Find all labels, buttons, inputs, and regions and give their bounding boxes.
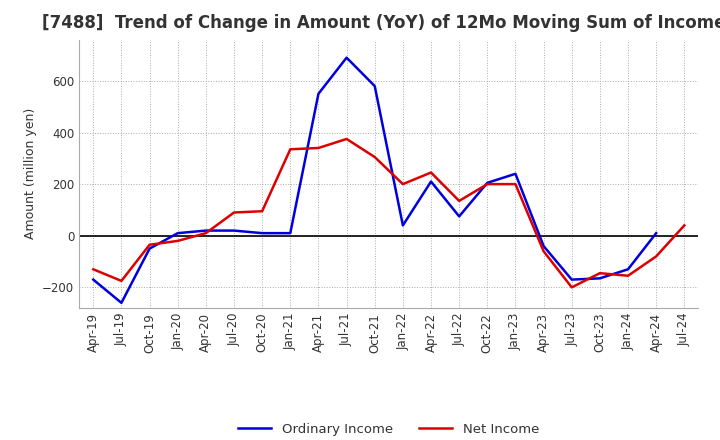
Net Income xyxy=(286,147,294,152)
Legend: Ordinary Income, Net Income: Ordinary Income, Net Income xyxy=(233,418,544,440)
Net Income xyxy=(652,254,660,259)
Net Income xyxy=(89,267,98,272)
Ordinary Income xyxy=(286,231,294,236)
Ordinary Income xyxy=(342,55,351,60)
Y-axis label: Amount (million yen): Amount (million yen) xyxy=(24,108,37,239)
Title: [7488]  Trend of Change in Amount (YoY) of 12Mo Moving Sum of Incomes: [7488] Trend of Change in Amount (YoY) o… xyxy=(42,15,720,33)
Ordinary Income xyxy=(539,243,548,249)
Ordinary Income xyxy=(652,231,660,236)
Ordinary Income xyxy=(314,91,323,96)
Ordinary Income xyxy=(370,84,379,89)
Net Income xyxy=(399,181,408,187)
Net Income xyxy=(117,278,126,283)
Net Income xyxy=(680,223,688,228)
Ordinary Income xyxy=(455,214,464,219)
Net Income xyxy=(370,154,379,160)
Ordinary Income xyxy=(145,246,154,251)
Net Income xyxy=(455,198,464,204)
Ordinary Income xyxy=(511,171,520,176)
Ordinary Income xyxy=(202,228,210,233)
Net Income xyxy=(511,181,520,187)
Net Income xyxy=(624,273,632,279)
Ordinary Income xyxy=(427,179,436,184)
Net Income xyxy=(174,238,182,244)
Net Income xyxy=(314,145,323,150)
Net Income xyxy=(342,136,351,142)
Net Income xyxy=(230,210,238,215)
Net Income xyxy=(145,242,154,247)
Net Income xyxy=(567,285,576,290)
Line: Ordinary Income: Ordinary Income xyxy=(94,58,656,303)
Line: Net Income: Net Income xyxy=(94,139,684,287)
Net Income xyxy=(539,249,548,254)
Ordinary Income xyxy=(567,277,576,282)
Net Income xyxy=(483,181,492,187)
Ordinary Income xyxy=(483,180,492,186)
Ordinary Income xyxy=(258,231,266,236)
Net Income xyxy=(427,170,436,175)
Ordinary Income xyxy=(174,231,182,236)
Ordinary Income xyxy=(624,267,632,272)
Net Income xyxy=(202,231,210,236)
Ordinary Income xyxy=(230,228,238,233)
Ordinary Income xyxy=(399,223,408,228)
Ordinary Income xyxy=(595,276,604,281)
Net Income xyxy=(258,209,266,214)
Net Income xyxy=(595,271,604,276)
Ordinary Income xyxy=(117,300,126,305)
Ordinary Income xyxy=(89,277,98,282)
